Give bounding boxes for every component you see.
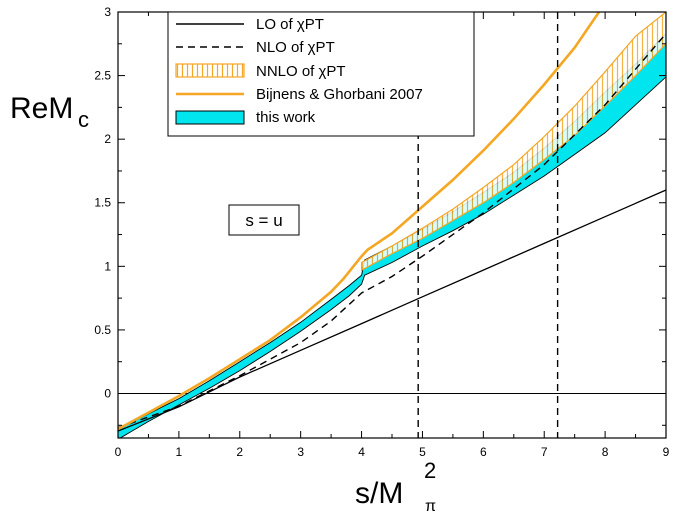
legend: LO of χPT NLO of χPT NNLO of χPT Bijnens… [167, 11, 475, 137]
legend-label-lo: LO of χPT [256, 16, 324, 33]
x-axis-title-superscript: 2 [424, 458, 436, 483]
y-axis-title-subscript: c [78, 107, 89, 132]
y-tick-label: 0.5 [94, 323, 111, 337]
y-axis-title: ReM [10, 92, 73, 125]
x-tick-label: 4 [358, 445, 365, 459]
y-tick-label: 1.5 [94, 196, 111, 210]
y-tick-label: 2 [104, 132, 111, 146]
nlo-line [118, 33, 666, 429]
x-tick-label: 2 [236, 445, 243, 459]
legend-label-nlo: NLO of χPT [256, 39, 335, 56]
bijnens-ghorbani-line [118, 12, 601, 431]
x-axis-title-subscript: π [425, 498, 436, 515]
this-work-band-lower-edge [119, 76, 666, 438]
lo-line [118, 189, 666, 432]
x-tick-label: 5 [419, 445, 426, 459]
x-tick-label: 8 [602, 445, 609, 459]
legend-swatch-this-work [175, 110, 245, 125]
x-tick-label: 1 [176, 445, 183, 459]
y-tick-label: 3 [104, 5, 111, 19]
legend-swatch-nnlo [175, 63, 245, 78]
y-tick-label: 2.5 [94, 69, 111, 83]
annotation-box: s = u [228, 204, 300, 236]
x-tick-label: 6 [480, 445, 487, 459]
legend-label-this-work: this work [256, 109, 316, 126]
x-tick-label: 9 [663, 445, 670, 459]
x-tick-label: 0 [115, 445, 122, 459]
y-tick-label: 0 [104, 386, 111, 400]
x-tick-label: 3 [297, 445, 304, 459]
y-tick-label: 1 [104, 259, 111, 273]
annotation-text: s = u [245, 211, 282, 230]
legend-label-bg2007: Bijnens & Ghorbani 2007 [256, 86, 423, 103]
nnlo-band [361, 12, 666, 272]
x-tick-label: 7 [541, 445, 548, 459]
x-axis-title: s/M [355, 477, 403, 510]
legend-label-nnlo: NNLO of χPT [256, 63, 346, 80]
